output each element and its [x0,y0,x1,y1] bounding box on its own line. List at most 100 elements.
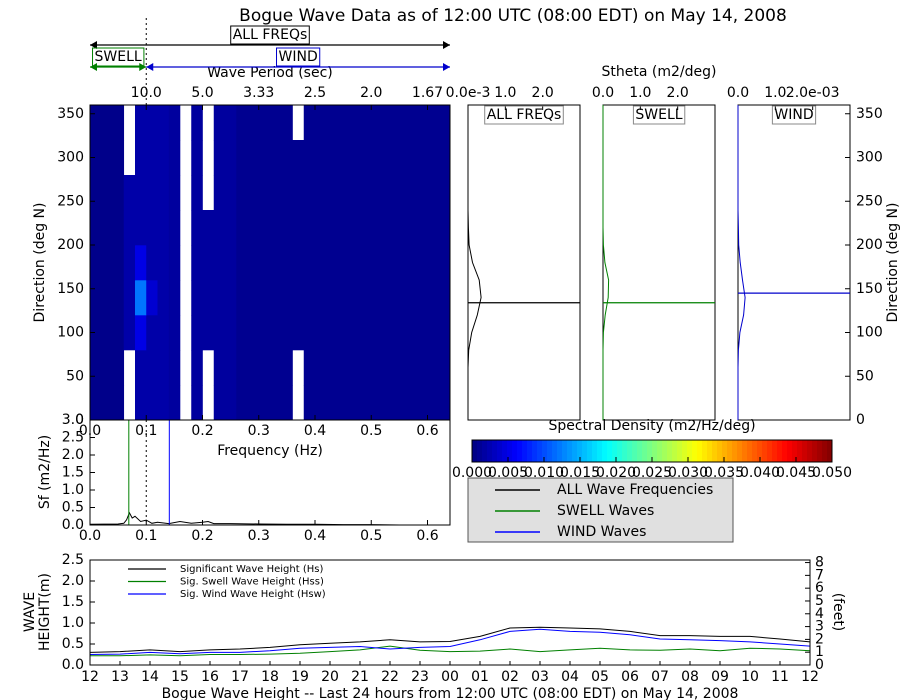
heatmap-cell [416,105,428,141]
colorbar-segment [722,440,728,462]
heatmap-cell [90,175,102,211]
heatmap-cell [258,245,271,281]
plot-frame [602,104,716,421]
x-tick-label: 00 [441,669,459,685]
x-tick-label: 09 [711,669,729,685]
heatmap-cell [135,245,147,281]
heatmap-cell [348,140,361,176]
heatmap-cell [438,315,451,351]
heatmap-cell [326,210,338,246]
heatmap-cell [90,245,102,281]
heatmap-cell [303,385,316,421]
heatmap-cell [348,280,361,316]
heatmap-cell [326,385,338,421]
heatmap-cell [315,385,327,421]
y-tick-label: 0 [75,412,84,428]
heatmap-cell [258,140,271,176]
y-tick-label: 300 [856,150,883,166]
heatmap-cell [90,105,102,141]
heatmap-cell [360,140,372,176]
colorbar-segment [647,440,653,462]
colorbar-segment [697,440,703,462]
heatmap-cell [236,315,248,351]
heatmap-cell [337,210,350,246]
heatmap-cell [427,105,440,141]
x-tick-label: 01 [471,669,489,685]
heatmap-cell [292,210,305,246]
heatmap-cell [202,245,215,281]
colorbar-segment [782,440,788,462]
colorbar-segment [482,440,488,462]
heatmap-cell [191,350,203,386]
x-tick-label: 06 [621,669,639,685]
x2-axis-label: Wave Period (sec) [207,65,333,81]
colorbar-segment [812,440,818,462]
colorbar-segment [557,440,563,462]
colorbar-segment [567,440,573,462]
colorbar-segment [547,440,553,462]
colorbar-segment [607,440,613,462]
heatmap-cell [326,245,338,281]
colorbar-segment [732,440,738,462]
x-tick-label: 0.3 [248,423,270,439]
y-tick-label: 250 [57,193,84,209]
colorbar-segment [562,440,568,462]
colorbar-tick-label: 0.045 [776,465,816,481]
y-axis-label: Direction (deg N) [885,203,900,323]
heatmap-cell [427,210,440,246]
panel-title: ALL FREQs [487,107,562,123]
label-box [230,25,310,45]
colorbar-segment [752,440,758,462]
heatmap-cell [348,105,361,141]
heatmap-cell [348,175,361,211]
heatmap-cell [393,105,406,141]
heatmap-cell [135,280,147,316]
heatmap-cell [270,315,282,351]
heatmap-cell [270,245,282,281]
heatmap-cell [393,280,406,316]
heatmap-cell [405,105,417,141]
colorbar-segment [762,440,768,462]
y-axis-label: HEIGHT(m) [37,573,53,651]
x-tick-label: 2.0e-03 [786,85,840,101]
heatmap-cell [225,245,237,281]
x-tick-label: 0.4 [304,423,326,439]
heatmap-cell [135,315,147,351]
colorbar-segment [672,440,678,462]
colorbar-segment [652,440,658,462]
y-tick-label: 50 [856,368,874,384]
heatmap-cell [146,140,158,176]
heatmap-cell [213,245,226,281]
heatmap-cell [371,175,383,211]
heatmap-cell [270,175,282,211]
colorbar-segment [777,440,783,462]
heatmap-cell [225,280,237,316]
colorbar-tick-label: 0.040 [740,465,780,481]
colorbar-tick-label: 0.020 [596,465,636,481]
colorbar-segment [502,440,508,462]
colorbar-segment [802,440,808,462]
heatmap-cell [416,315,428,351]
heatmap-cell [416,385,428,421]
y-axis-label: Sf (m2/Hz) [37,435,53,509]
heatmap-cell [270,210,282,246]
colorbar-segment [602,440,608,462]
y-tick-label: 2.5 [62,430,84,446]
heatmap-cell [281,105,293,141]
y-tick-label: 350 [856,106,883,122]
x2-tick-label: 3.33 [243,85,274,101]
x-axis-label: Bogue Wave Height -- Last 24 hours from … [162,686,739,700]
heatmap-cell [258,280,271,316]
heatmap-cell [247,315,260,351]
heatmap-cell [360,350,372,386]
heatmap-cell [191,385,203,421]
heatmap-cell [270,350,282,386]
heatmap-cell [337,350,350,386]
heatmap-cell [90,210,102,246]
heatmap-cell [135,210,147,246]
heatmap-cell [270,385,282,421]
colorbar-segment [512,440,518,462]
heatmap-cell [371,245,383,281]
x-tick-label: 0.5 [360,528,382,544]
